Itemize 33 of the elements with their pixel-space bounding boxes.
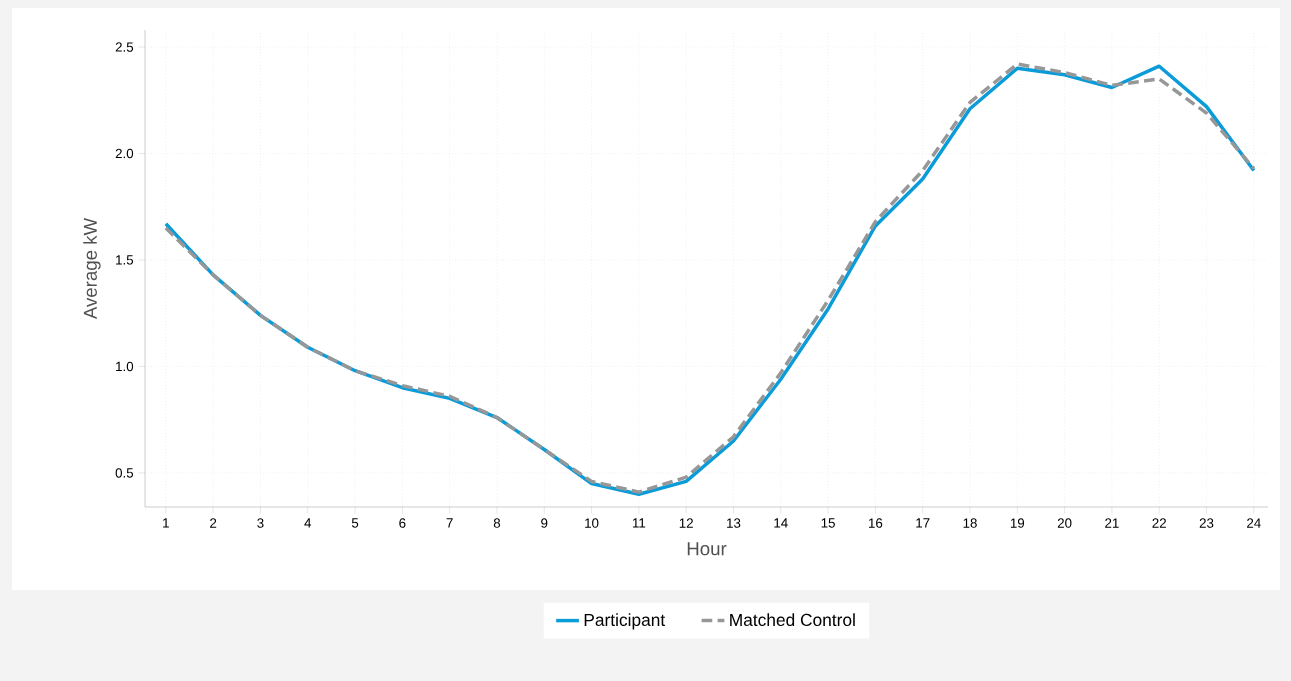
x-tick-label: 2 <box>210 518 217 528</box>
y-tick-label: 2.5 <box>115 42 134 52</box>
legend-label: Participant <box>584 613 666 630</box>
y-tick-label: 1.0 <box>116 361 134 372</box>
x-tick-label: 17 <box>916 518 930 528</box>
x-tick-label: 9 <box>541 518 548 528</box>
x-tick-label: 11 <box>632 518 646 528</box>
x-tick-label: 13 <box>727 518 741 528</box>
x-tick-label: 23 <box>1199 518 1214 528</box>
x-tick-label: 7 <box>446 518 453 528</box>
x-tick-label: 18 <box>963 518 977 528</box>
x-tick-label: 4 <box>304 518 312 528</box>
x-tick-label: 16 <box>868 518 883 528</box>
y-tick-label: 0.5 <box>115 468 134 478</box>
x-tick-label: 12 <box>679 518 693 528</box>
x-tick-label: 14 <box>774 518 788 528</box>
x-tick-label: 1 <box>163 518 169 528</box>
y-tick-label: 2.0 <box>115 148 134 159</box>
x-tick-label: 19 <box>1010 518 1025 528</box>
x-tick-label: 22 <box>1152 518 1166 528</box>
legend-label: Matched Control <box>730 613 855 627</box>
x-tick-label: 5 <box>351 518 359 528</box>
x-tick-label: 3 <box>257 518 264 528</box>
x-tick-label: 24 <box>1247 518 1261 528</box>
x-tick-label: 8 <box>493 518 501 528</box>
x-tick-label: 15 <box>821 518 835 528</box>
x-axis-title: Hour <box>687 542 727 556</box>
x-tick-label: 6 <box>399 518 406 528</box>
x-tick-label: 20 <box>1057 518 1072 528</box>
y-tick-label: 1.5 <box>116 255 134 265</box>
x-tick-label: 21 <box>1105 518 1119 528</box>
x-tick-label: 10 <box>585 518 599 528</box>
y-axis-title: Average kW <box>83 217 101 320</box>
